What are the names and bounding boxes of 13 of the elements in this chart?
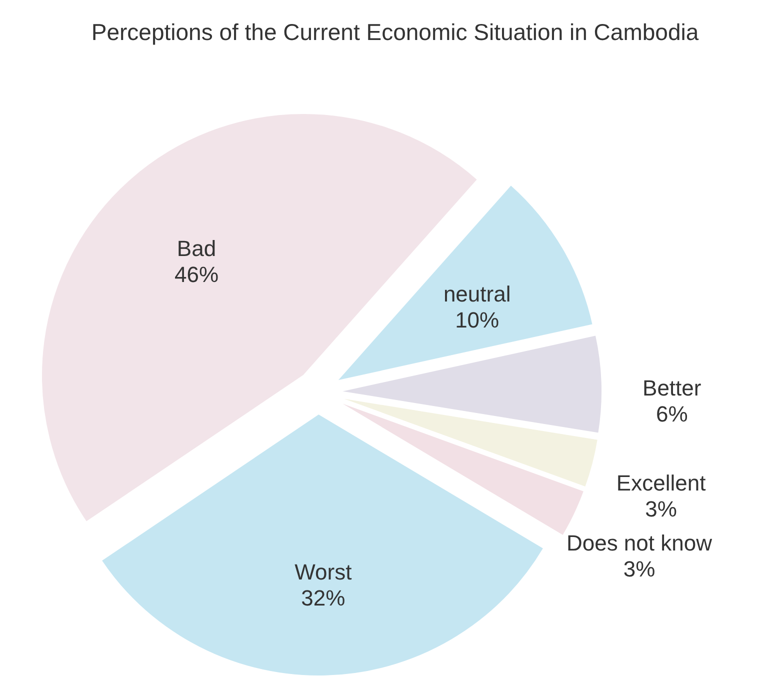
slice-label: neutral [443, 282, 511, 307]
slice-label: Bad [176, 236, 216, 262]
data-label: 3% [645, 496, 677, 522]
slice-label: Does not know [566, 530, 712, 556]
data-label: 10% [455, 308, 500, 333]
data-label: 3% [623, 556, 656, 582]
slice-label: Better [642, 376, 702, 401]
slice-label: Excellent [616, 470, 706, 496]
data-label: 32% [301, 585, 346, 610]
chart-title: Perceptions of the Current Economic Situation in Cambodia [91, 19, 699, 45]
data-label: 46% [174, 262, 219, 288]
slice-label: Worst [294, 559, 352, 584]
data-label: 6% [656, 402, 688, 427]
